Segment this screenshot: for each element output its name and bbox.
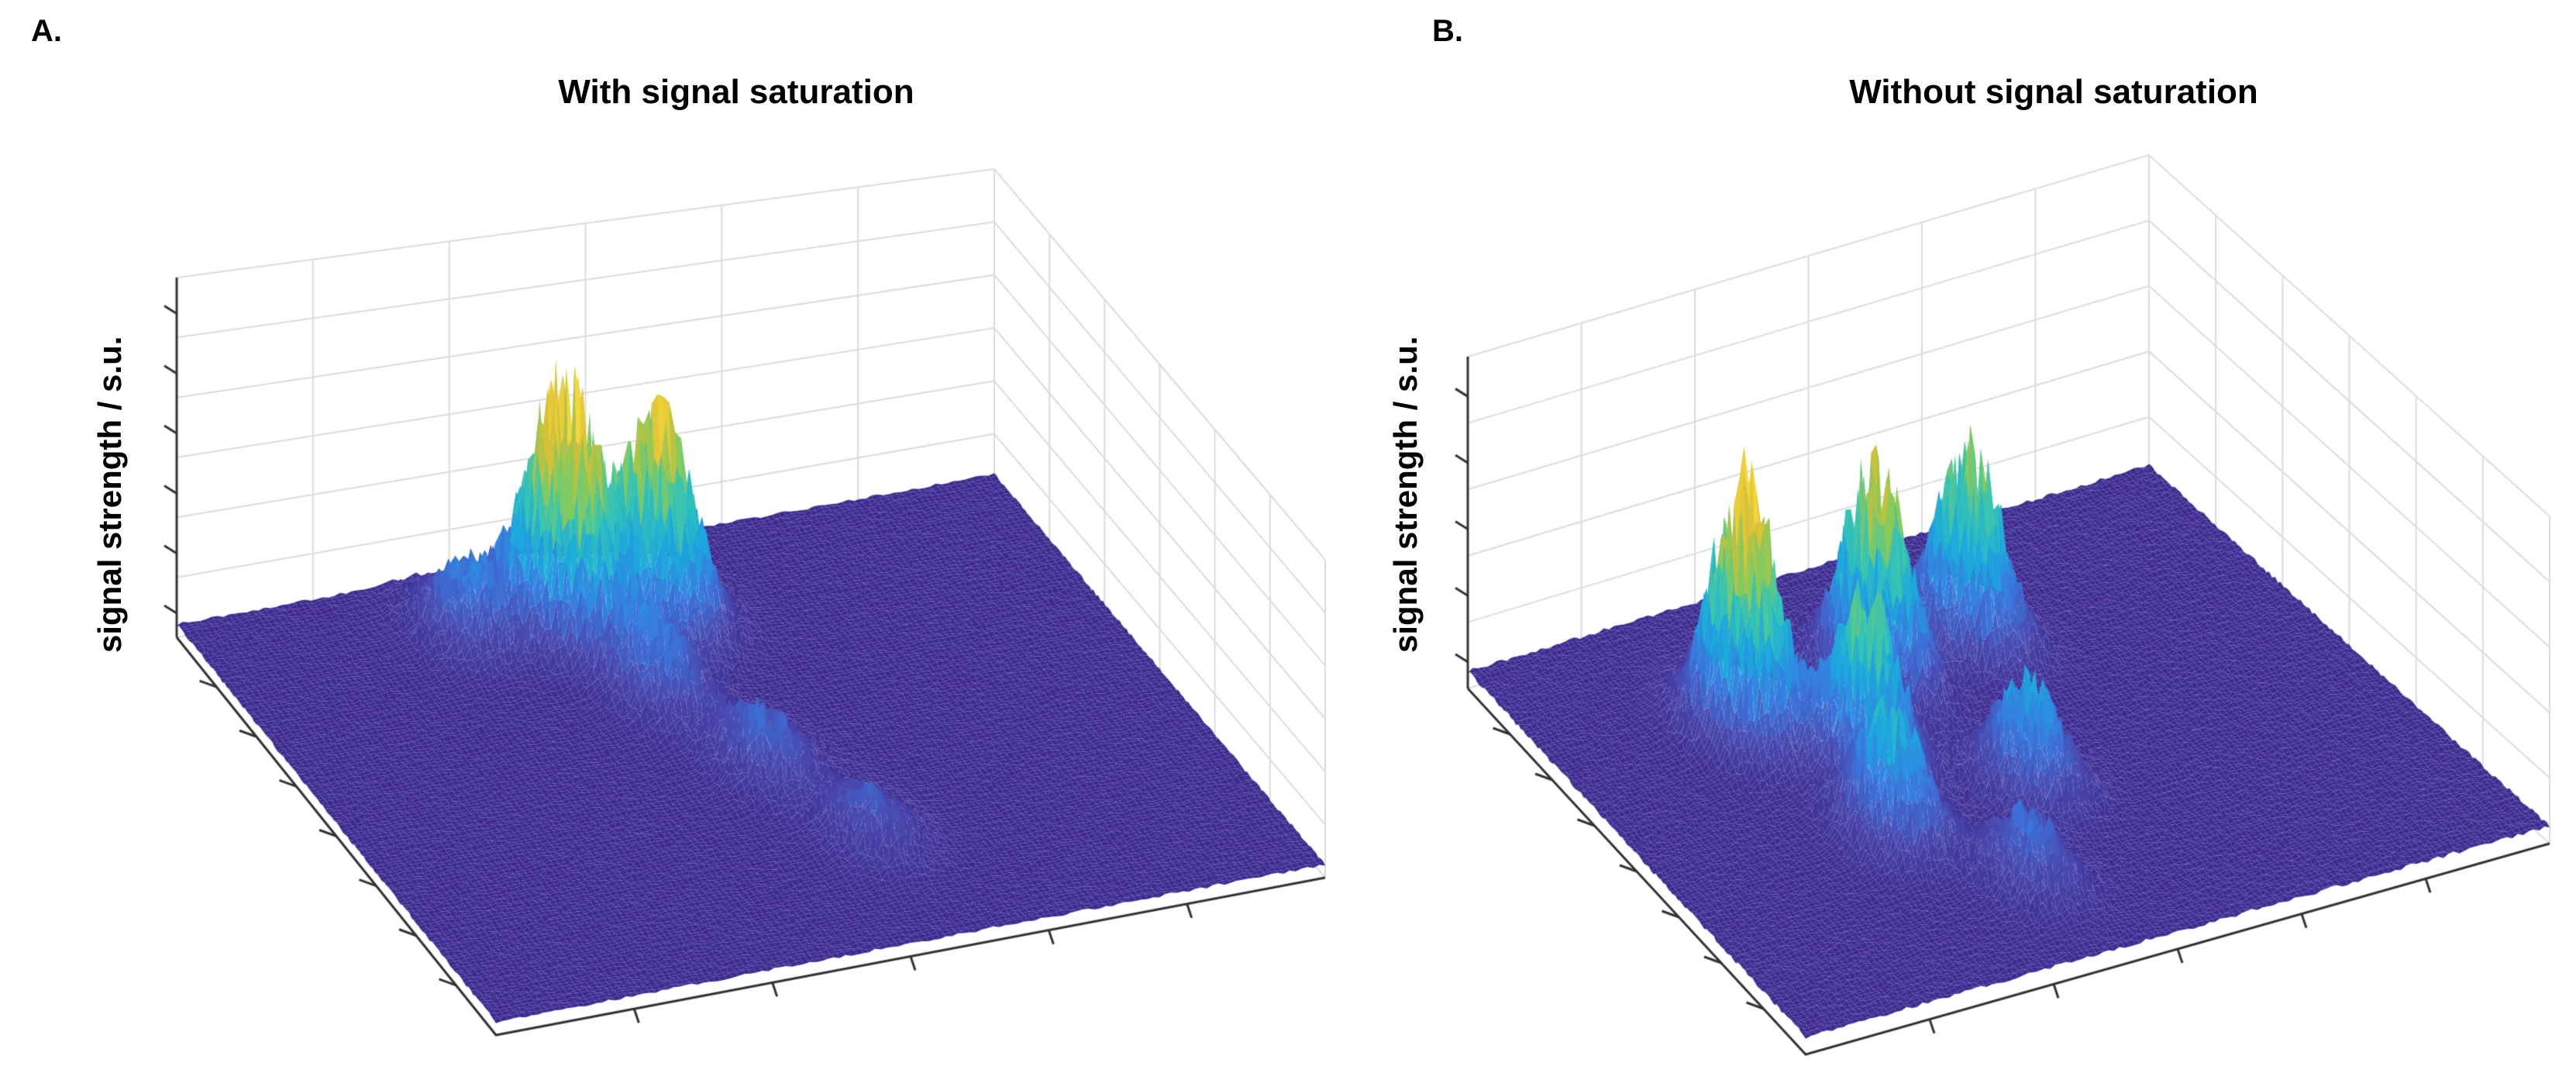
z-axis-label-b: signal strength / s.u. — [1387, 336, 1424, 653]
z-axis-label-a: signal strength / s.u. — [91, 336, 128, 653]
chart-title-b: Without signal saturation — [1849, 73, 2258, 111]
chart-title-a: With signal saturation — [558, 73, 914, 111]
panel-label-b: B. — [1432, 14, 1463, 48]
panel-label-a: A. — [31, 14, 62, 48]
